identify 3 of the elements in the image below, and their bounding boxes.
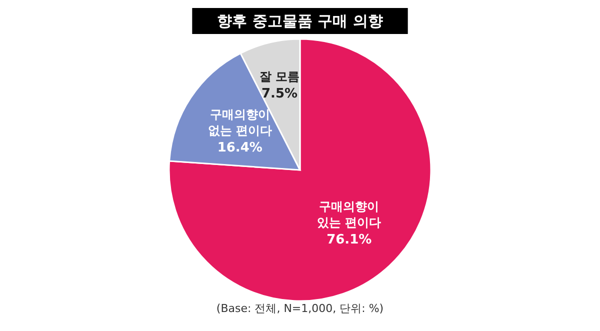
annotation: (Base: 전체, N=1,000, 단위: %) xyxy=(216,302,384,315)
title: 향후 중고물품 구매 의향 xyxy=(192,8,408,34)
chart-title: 향후 중고물품 구매 의향 xyxy=(217,12,383,30)
